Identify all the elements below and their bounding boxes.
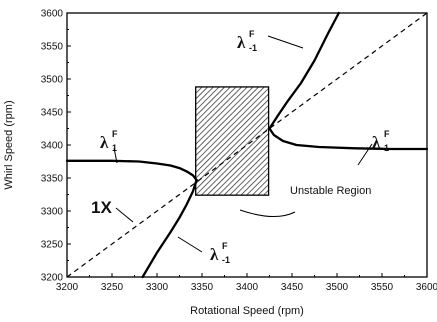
x-tick-label: 3600 — [416, 282, 437, 293]
x-tick-label: 3250 — [101, 282, 124, 293]
y-tick-label: 3300 — [41, 207, 64, 218]
series-line-fwd_high — [268, 127, 429, 151]
line-1x-reference — [66, 12, 428, 278]
x-tick-label: 3550 — [371, 282, 394, 293]
leader-1x — [115, 207, 134, 223]
x-axis-title: Rotational Speed (rpm) — [190, 305, 304, 317]
series-line-bwd_high — [268, 11, 340, 130]
y-tick-label: 3500 — [41, 75, 64, 86]
plot-frame — [66, 12, 428, 278]
lambda-superscript: F — [222, 241, 228, 251]
x-tick-label: 3200 — [56, 282, 79, 293]
series-line-bwd_low — [141, 178, 198, 279]
unstable-region — [195, 86, 270, 196]
y-tick-label: 3250 — [41, 240, 64, 251]
y-tick-label: 3350 — [41, 174, 64, 185]
lambda-superscript: F — [384, 129, 390, 139]
x-tick-label: 3500 — [326, 282, 349, 293]
x-tick-label: 3350 — [191, 282, 214, 293]
lambda-superscript: F — [112, 129, 118, 139]
leader-lambda-f1-right — [357, 143, 373, 166]
y-tick-label: 3550 — [41, 42, 64, 53]
label-unstable-region: Unstable Region — [290, 185, 371, 197]
leader-lambda-f-1-top — [267, 35, 304, 49]
label-lambda-f-1-top: λ F -1 — [237, 29, 257, 53]
lambda-subscript: 1 — [384, 143, 389, 153]
lambda-superscript: F — [249, 29, 255, 39]
x-tick-label: 3450 — [281, 282, 304, 293]
label-1x: 1X — [91, 198, 112, 217]
lambda-symbol: λ — [237, 33, 246, 52]
lambda-symbol: λ — [100, 133, 109, 152]
lambda-symbol: λ — [372, 133, 381, 152]
label-lambda-f-1-bottom: λ F -1 — [210, 241, 230, 265]
lambda-symbol: λ — [210, 245, 219, 264]
x-tick-label: 3300 — [146, 282, 169, 293]
leader-lambda-f-1-bottom — [177, 236, 203, 253]
y-tick-label: 3200 — [41, 273, 64, 284]
y-tick-label: 3450 — [41, 108, 64, 119]
x-tick-label: 3400 — [236, 282, 259, 293]
y-axis-title: Whirl Speed (rpm) — [3, 100, 15, 189]
series-line-fwd_low — [65, 159, 198, 182]
label-lambda-f1-right: λ F 1 — [372, 129, 390, 153]
label-lambda-f1-left: λF1 — [100, 129, 118, 153]
leader-lambda-f1-left — [113, 147, 118, 164]
leader-unstable-region — [239, 209, 296, 217]
lambda-subscript: -1 — [249, 43, 257, 53]
y-tick-label: 3600 — [41, 9, 64, 20]
lambda-subscript: -1 — [222, 255, 230, 265]
y-tick-label: 3400 — [41, 141, 64, 152]
